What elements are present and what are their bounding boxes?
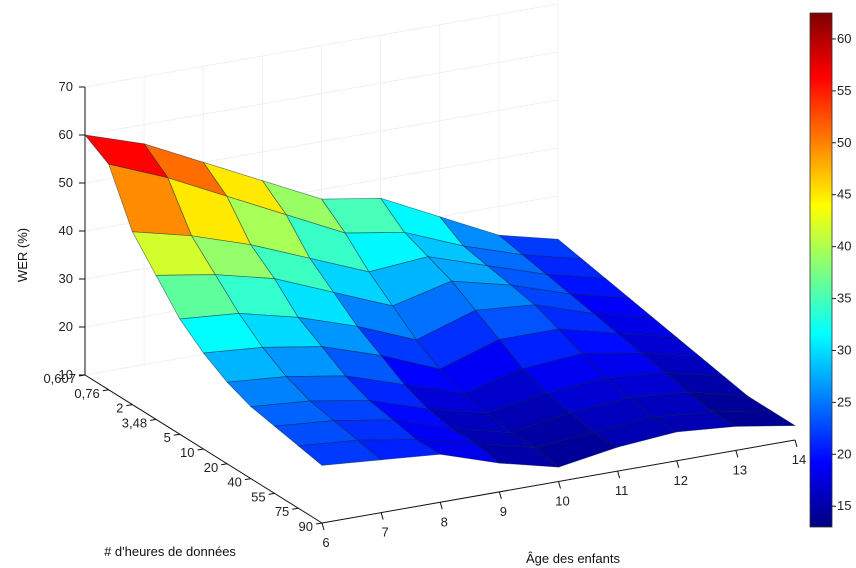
y-tick-mark	[558, 481, 561, 489]
x-tick-mark	[197, 448, 204, 451]
x-tick-mark	[315, 522, 323, 525]
x-tick-mark	[126, 404, 133, 407]
colorbar-tick-label: 50	[837, 135, 851, 150]
z-tick-label: 70	[59, 79, 73, 94]
x-tick-mark	[150, 418, 157, 421]
x-tick-mark	[78, 374, 86, 377]
x-tick-mark	[221, 463, 228, 466]
z-axis-title: WER (%)	[15, 228, 30, 282]
x-tick-label: 40	[227, 475, 241, 490]
y-tick-label: 10	[555, 494, 569, 509]
colorbar: 15 20 25 30 35 40 45 50 55 60	[809, 12, 851, 528]
colorbar-tick-label: 25	[837, 394, 851, 409]
y-tick-label: 9	[500, 504, 507, 519]
x-tick-label: 20	[204, 460, 218, 475]
x-tick-label: 10	[180, 445, 194, 460]
y-tick-label: 7	[382, 525, 389, 540]
y-tick-mark	[735, 450, 739, 458]
y-tick-mark	[617, 470, 621, 479]
z-tick-label: 10	[59, 367, 73, 382]
z-tick-label: 60	[59, 127, 73, 142]
colorbar-tick-label: 30	[837, 342, 851, 357]
colorbar-tick-label: 60	[837, 31, 851, 46]
colorbar-tick-label: 45	[837, 187, 851, 202]
x-tick-mark	[102, 389, 109, 392]
y-tick-mark	[439, 502, 443, 510]
colorbar-tick-label: 55	[837, 83, 851, 98]
y-axis-title: Âge des enfants	[526, 551, 620, 566]
x-tick-label: 0,76	[74, 386, 99, 401]
y-tick-label: 6	[322, 535, 329, 550]
y-tick-label: 13	[733, 462, 747, 477]
x-axis-title: # d'heures de données	[104, 544, 236, 559]
x-tick-label: 2	[116, 401, 123, 416]
x-tick-label: 5	[164, 430, 171, 445]
surface-patch	[297, 439, 382, 466]
y-tick-mark	[676, 460, 680, 468]
z-tick-label: 30	[59, 271, 73, 286]
y-tick-mark	[321, 522, 325, 531]
x-tick-label: 75	[275, 504, 289, 519]
colorbar-tick-label: 15	[837, 498, 851, 513]
y-tick-label: 11	[615, 483, 629, 498]
y-tick-mark	[794, 439, 798, 448]
colorbar-tick-label: 40	[837, 239, 851, 254]
y-tick-label: 8	[441, 514, 448, 529]
x-tick-mark	[244, 478, 251, 481]
x-tick-label: 0,607	[43, 371, 76, 386]
x-tick-label: 55	[251, 489, 265, 504]
y-tick-label: 12	[674, 473, 688, 488]
surface	[84, 134, 797, 468]
y-tick-mark	[498, 491, 502, 500]
y-tick-mark	[380, 512, 384, 520]
colorbar-tick-label: 35	[837, 291, 851, 306]
x-tick-mark	[268, 492, 275, 495]
colorbar-tick-label: 20	[837, 446, 851, 461]
z-tick-label: 50	[59, 175, 73, 190]
colorbar-gradient	[809, 12, 833, 528]
y-tick-label: 14	[792, 452, 806, 467]
x-tick-mark	[292, 507, 299, 510]
z-tick-label: 40	[59, 223, 73, 238]
x-tick-label: 90	[299, 519, 313, 534]
x-tick-mark	[173, 433, 180, 436]
z-tick-label: 20	[59, 319, 73, 334]
x-tick-label: 3,48	[122, 415, 147, 430]
